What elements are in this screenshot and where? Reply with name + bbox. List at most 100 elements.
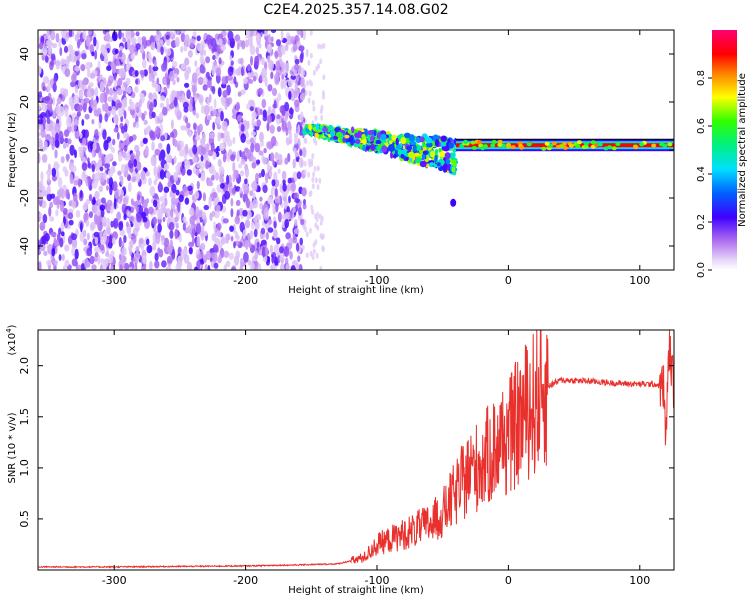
spectrogram-cell xyxy=(243,251,249,263)
spectrogram-cell xyxy=(82,30,87,40)
spectrogram-cell xyxy=(119,45,124,52)
spectrogram-cell xyxy=(288,108,294,115)
spectrogram-cell xyxy=(106,225,111,235)
spectrogram-cell xyxy=(94,49,98,60)
spectrogram-cell xyxy=(408,151,415,159)
spectrogram-y-tick-label: 20 xyxy=(18,95,31,109)
spectrogram-cell xyxy=(152,199,158,208)
spectrogram-cell xyxy=(104,163,111,169)
spectrogram-cell xyxy=(350,126,355,134)
spectrogram-cell xyxy=(236,151,240,162)
spectrogram-cell xyxy=(230,197,234,207)
spectrogram-cell xyxy=(239,187,243,194)
colorbar-label: Normalized spectral amplitude xyxy=(737,73,748,227)
spectrogram-cell xyxy=(58,130,64,142)
spectrogram-cell xyxy=(444,152,451,160)
spectrogram-cell xyxy=(71,246,75,256)
spectrogram-cell xyxy=(98,185,104,192)
spectrogram-cell xyxy=(301,187,307,197)
spectrogram-cell xyxy=(122,151,127,159)
spectrogram-cell xyxy=(153,165,157,177)
spectrogram-cell xyxy=(50,60,54,66)
spectrogram-cell xyxy=(184,69,190,81)
spectrogram-cell xyxy=(262,109,267,118)
spectrogram-cell xyxy=(129,98,133,106)
spectrogram-cell xyxy=(217,257,222,264)
spectrogram-cell xyxy=(318,177,322,184)
spectrogram-cell xyxy=(180,63,186,70)
spectrogram-cell xyxy=(347,129,352,134)
spectrogram-cell xyxy=(198,94,204,103)
spectrogram-cell xyxy=(284,157,289,165)
spectrogram-cell xyxy=(114,114,119,125)
spectrogram-cell xyxy=(128,240,134,248)
spectrogram-cell xyxy=(166,255,173,264)
spectrogram-cell xyxy=(526,142,532,147)
spectrogram-cell xyxy=(85,35,90,47)
spectrogram-cell xyxy=(476,140,482,144)
spectrogram-cell xyxy=(64,68,71,78)
spectrogram-cell xyxy=(312,248,316,255)
spectrogram-cell xyxy=(41,153,48,163)
spectrogram-cell xyxy=(187,50,193,58)
spectrogram-cell xyxy=(110,147,116,153)
spectrogram-cell xyxy=(659,142,665,147)
snr-x-label: Height of straight line (km) xyxy=(288,585,424,596)
spectrogram-cell xyxy=(179,140,185,149)
spectrogram-cell xyxy=(269,244,274,255)
spectrogram-cell xyxy=(256,241,260,248)
spectrogram-cell xyxy=(93,109,100,117)
spectrogram-cell xyxy=(212,252,218,263)
spectrogram-cell xyxy=(308,90,312,97)
spectrogram-cell xyxy=(267,84,273,92)
spectrogram-cell xyxy=(256,36,261,43)
spectrogram-cell xyxy=(300,67,305,78)
spectrogram-cell xyxy=(314,177,318,184)
spectrogram-cell xyxy=(154,260,160,269)
spectrogram-cell xyxy=(311,183,315,190)
spectrogram-cell xyxy=(293,147,297,154)
spectrogram-cell xyxy=(419,136,425,143)
spectrogram-cell xyxy=(241,40,246,50)
spectrogram-x-tick-label: 0 xyxy=(505,274,512,287)
spectrogram-cell xyxy=(155,36,161,47)
spectrogram-cell xyxy=(131,201,138,207)
spectrogram-cell xyxy=(163,237,170,248)
snr-x-tick-label: 100 xyxy=(629,574,650,587)
spectrogram-cell xyxy=(188,103,193,113)
spectrogram-cell xyxy=(104,154,110,165)
spectrogram-cell xyxy=(155,125,161,136)
spectrogram-cell xyxy=(176,143,181,152)
spectrogram-cell xyxy=(192,86,196,98)
spectrogram-cell xyxy=(408,134,415,142)
spectrogram-cell xyxy=(497,139,503,144)
spectrogram-cell xyxy=(216,116,221,124)
spectrogram-cell xyxy=(285,42,289,52)
spectrogram-cell xyxy=(256,119,262,127)
spectrogram-cell xyxy=(158,153,162,162)
spectrogram-cell xyxy=(311,254,315,261)
spectrogram-cell xyxy=(299,111,304,123)
spectrogram-cell xyxy=(163,76,168,85)
spectrogram-cell xyxy=(51,43,58,49)
spectrogram-cell xyxy=(249,190,254,197)
spectrogram-cell xyxy=(78,79,82,89)
spectrogram-cell xyxy=(400,153,405,159)
spectrogram-cell xyxy=(103,139,109,151)
spectrogram-cell xyxy=(220,44,227,51)
spectrogram-cell xyxy=(169,70,175,82)
spectrogram-cell xyxy=(203,254,208,263)
spectrogram-cell xyxy=(91,180,98,189)
spectrogram-cell xyxy=(232,161,236,173)
spectrogram-cell xyxy=(81,79,87,85)
spectrogram-cell xyxy=(117,170,122,176)
spectrogram-cell xyxy=(173,96,178,107)
spectrogram-cell xyxy=(44,233,50,242)
spectrogram-cell xyxy=(123,131,128,139)
spectrogram-cell xyxy=(108,253,114,264)
spectrogram-cell xyxy=(519,145,525,150)
spectrogram-cell xyxy=(225,260,231,268)
spectrogram-cell xyxy=(81,162,88,171)
spectrogram-cell xyxy=(236,209,240,217)
spectrogram-cell xyxy=(196,162,201,169)
